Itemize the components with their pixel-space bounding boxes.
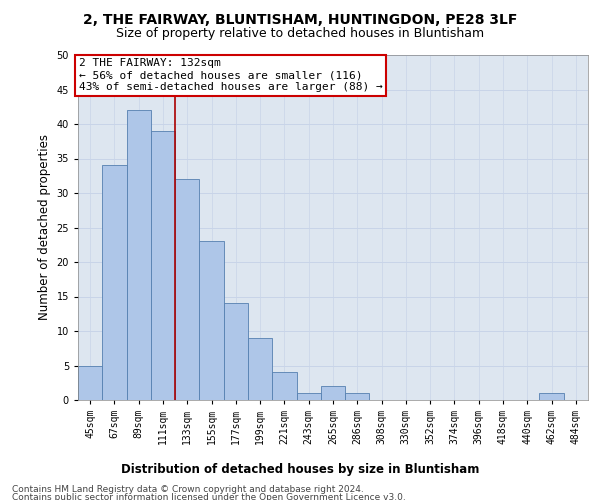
Text: Contains HM Land Registry data © Crown copyright and database right 2024.: Contains HM Land Registry data © Crown c… — [12, 485, 364, 494]
Y-axis label: Number of detached properties: Number of detached properties — [38, 134, 51, 320]
Bar — [151, 131, 175, 400]
Text: 2 THE FAIRWAY: 132sqm
← 56% of detached houses are smaller (116)
43% of semi-det: 2 THE FAIRWAY: 132sqm ← 56% of detached … — [79, 58, 382, 92]
Bar — [296, 393, 321, 400]
Bar — [102, 166, 127, 400]
Bar — [539, 393, 564, 400]
Bar — [224, 304, 248, 400]
Bar — [321, 386, 345, 400]
Bar — [248, 338, 272, 400]
Bar — [127, 110, 151, 400]
Bar — [272, 372, 296, 400]
Text: 2, THE FAIRWAY, BLUNTISHAM, HUNTINGDON, PE28 3LF: 2, THE FAIRWAY, BLUNTISHAM, HUNTINGDON, … — [83, 12, 517, 26]
Text: Distribution of detached houses by size in Bluntisham: Distribution of detached houses by size … — [121, 462, 479, 475]
Bar — [345, 393, 370, 400]
Bar — [175, 179, 199, 400]
Text: Contains public sector information licensed under the Open Government Licence v3: Contains public sector information licen… — [12, 494, 406, 500]
Bar — [78, 366, 102, 400]
Text: Size of property relative to detached houses in Bluntisham: Size of property relative to detached ho… — [116, 28, 484, 40]
Bar — [199, 242, 224, 400]
